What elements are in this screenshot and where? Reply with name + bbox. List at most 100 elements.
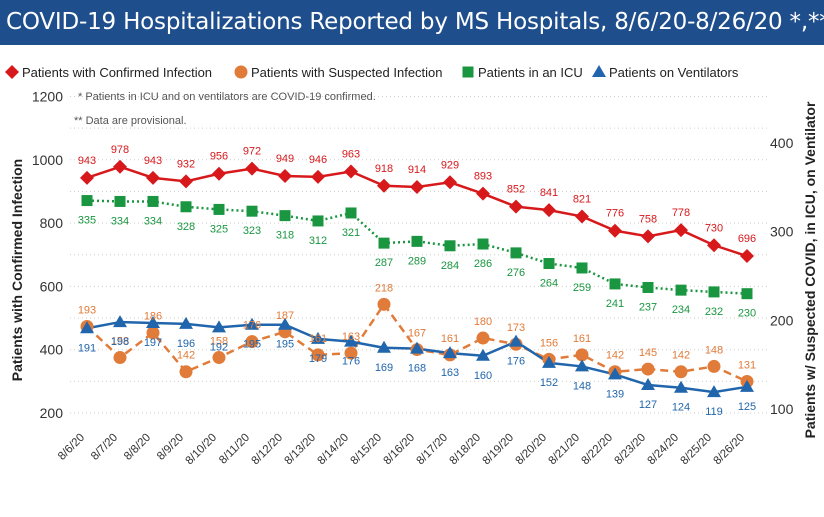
data-label-suspected: 186 xyxy=(144,311,162,323)
marker-vent xyxy=(443,346,457,359)
data-label-suspected: 148 xyxy=(705,344,723,356)
x-tick-label: 8/20/20 xyxy=(514,432,550,468)
data-label-confirmed: 949 xyxy=(276,153,294,165)
data-label-icu: 312 xyxy=(309,235,327,247)
x-tick-label: 8/16/20 xyxy=(382,432,418,468)
marker-vent xyxy=(245,317,259,330)
data-label-vent: 163 xyxy=(441,367,459,379)
x-tick-label: 8/21/20 xyxy=(547,432,583,468)
y-axis-right-title: Patients w/ Suspected COVID, in ICU, on … xyxy=(802,101,818,438)
data-label-vent: 169 xyxy=(375,362,393,374)
legend-label-confirmed: Patients with Confirmed Infection xyxy=(22,65,212,80)
data-label-icu: 289 xyxy=(408,255,426,267)
marker-vent xyxy=(344,334,358,347)
data-label-icu: 325 xyxy=(210,223,228,235)
y-right-tick-label: 300 xyxy=(770,224,794,240)
data-label-confirmed: 778 xyxy=(672,207,690,219)
data-label-icu: 259 xyxy=(573,282,591,294)
x-tick-label: 8/10/20 xyxy=(184,432,220,468)
marker-confirmed xyxy=(278,168,292,183)
legend-marker-confirmed xyxy=(5,65,19,79)
marker-icu xyxy=(114,195,126,207)
x-tick-label: 8/8/20 xyxy=(122,432,153,463)
y-left-tick-label: 600 xyxy=(40,278,64,294)
data-label-suspected: 145 xyxy=(639,347,657,359)
data-label-confirmed: 943 xyxy=(144,155,162,167)
marker-suspected xyxy=(212,351,226,365)
y-axis-left: 200 400 600 800 1000 1200 xyxy=(32,89,63,422)
data-label-confirmed: 821 xyxy=(573,193,591,205)
marker-vent xyxy=(410,341,424,354)
marker-icu xyxy=(708,286,720,298)
y-right-tick-label: 100 xyxy=(770,401,794,417)
marker-suspected xyxy=(674,365,688,379)
data-label-suspected: 167 xyxy=(408,328,426,340)
marker-confirmed xyxy=(80,170,94,185)
marker-confirmed xyxy=(674,223,688,238)
marker-confirmed xyxy=(146,170,160,185)
marker-icu xyxy=(741,288,753,300)
marker-vent xyxy=(674,380,688,393)
marker-vent xyxy=(377,340,391,353)
data-label-suspected: 161 xyxy=(441,333,459,345)
marker-icu xyxy=(378,237,390,249)
data-label-confirmed: 946 xyxy=(309,154,327,166)
data-label-icu: 264 xyxy=(540,278,558,290)
y-right-tick-label: 400 xyxy=(770,135,794,151)
data-label-confirmed: 696 xyxy=(738,233,756,245)
marker-vent xyxy=(113,315,127,328)
data-label-confirmed: 932 xyxy=(177,158,195,170)
x-tick-label: 8/24/20 xyxy=(646,432,682,468)
y-left-tick-label: 1200 xyxy=(32,89,63,105)
data-label-confirmed: 841 xyxy=(540,187,558,199)
marker-icu xyxy=(576,262,588,274)
marker-suspected xyxy=(377,297,391,311)
data-label-icu: 335 xyxy=(78,215,96,227)
marker-suspected xyxy=(476,331,490,345)
marker-suspected xyxy=(311,348,325,362)
data-label-suspected: 161 xyxy=(309,333,327,345)
marker-icu xyxy=(543,258,555,270)
y-left-tick-label: 800 xyxy=(40,215,64,231)
x-tick-label: 8/9/20 xyxy=(155,432,186,463)
data-label-icu: 237 xyxy=(639,301,657,313)
data-label-confirmed: 852 xyxy=(507,184,525,196)
y-axis-left-title: Patients with Confirmed Infection xyxy=(9,159,25,381)
series-line-icu xyxy=(86,199,748,295)
marker-icu xyxy=(675,284,687,296)
data-label-vent: 195 xyxy=(276,339,294,351)
y-left-tick-label: 400 xyxy=(40,342,64,358)
marker-vent xyxy=(80,321,94,334)
data-label-confirmed: 972 xyxy=(243,146,261,158)
marker-vent xyxy=(278,317,292,330)
marker-icu xyxy=(279,210,291,222)
legend-label-icu: Patients in an ICU xyxy=(478,65,583,80)
data-label-icu: 241 xyxy=(606,298,624,310)
x-axis: 8/6/20 8/7/20 8/8/20 8/9/208/10/208/11/208/… xyxy=(56,432,747,468)
data-label-vent: 197 xyxy=(144,337,162,349)
marker-icu xyxy=(180,201,192,213)
legend-marker-vent xyxy=(592,65,606,77)
marker-vent xyxy=(641,378,655,391)
data-label-icu: 232 xyxy=(705,306,723,318)
data-label-icu: 328 xyxy=(177,221,195,233)
marker-vent xyxy=(212,320,226,333)
data-label-icu: 334 xyxy=(144,215,162,227)
marker-vent xyxy=(575,359,589,372)
data-label-suspected: 163 xyxy=(342,331,360,343)
marker-suspected xyxy=(641,362,655,376)
data-label-suspected: 158 xyxy=(111,336,129,348)
data-label-confirmed: 956 xyxy=(210,151,228,163)
data-label-confirmed: 963 xyxy=(342,149,360,161)
data-label-icu: 230 xyxy=(738,308,756,320)
data-label-vent: 198 xyxy=(111,336,129,348)
data-label-vent: 124 xyxy=(672,402,690,414)
marker-icu xyxy=(81,195,93,207)
data-label-vent: 139 xyxy=(606,388,624,400)
data-label-vent: 168 xyxy=(408,363,426,375)
y-right-tick-label: 200 xyxy=(770,312,794,328)
marker-confirmed xyxy=(245,161,259,176)
marker-confirmed xyxy=(179,174,193,189)
x-tick-label: 8/14/20 xyxy=(316,432,352,468)
data-label-icu: 323 xyxy=(243,225,261,237)
